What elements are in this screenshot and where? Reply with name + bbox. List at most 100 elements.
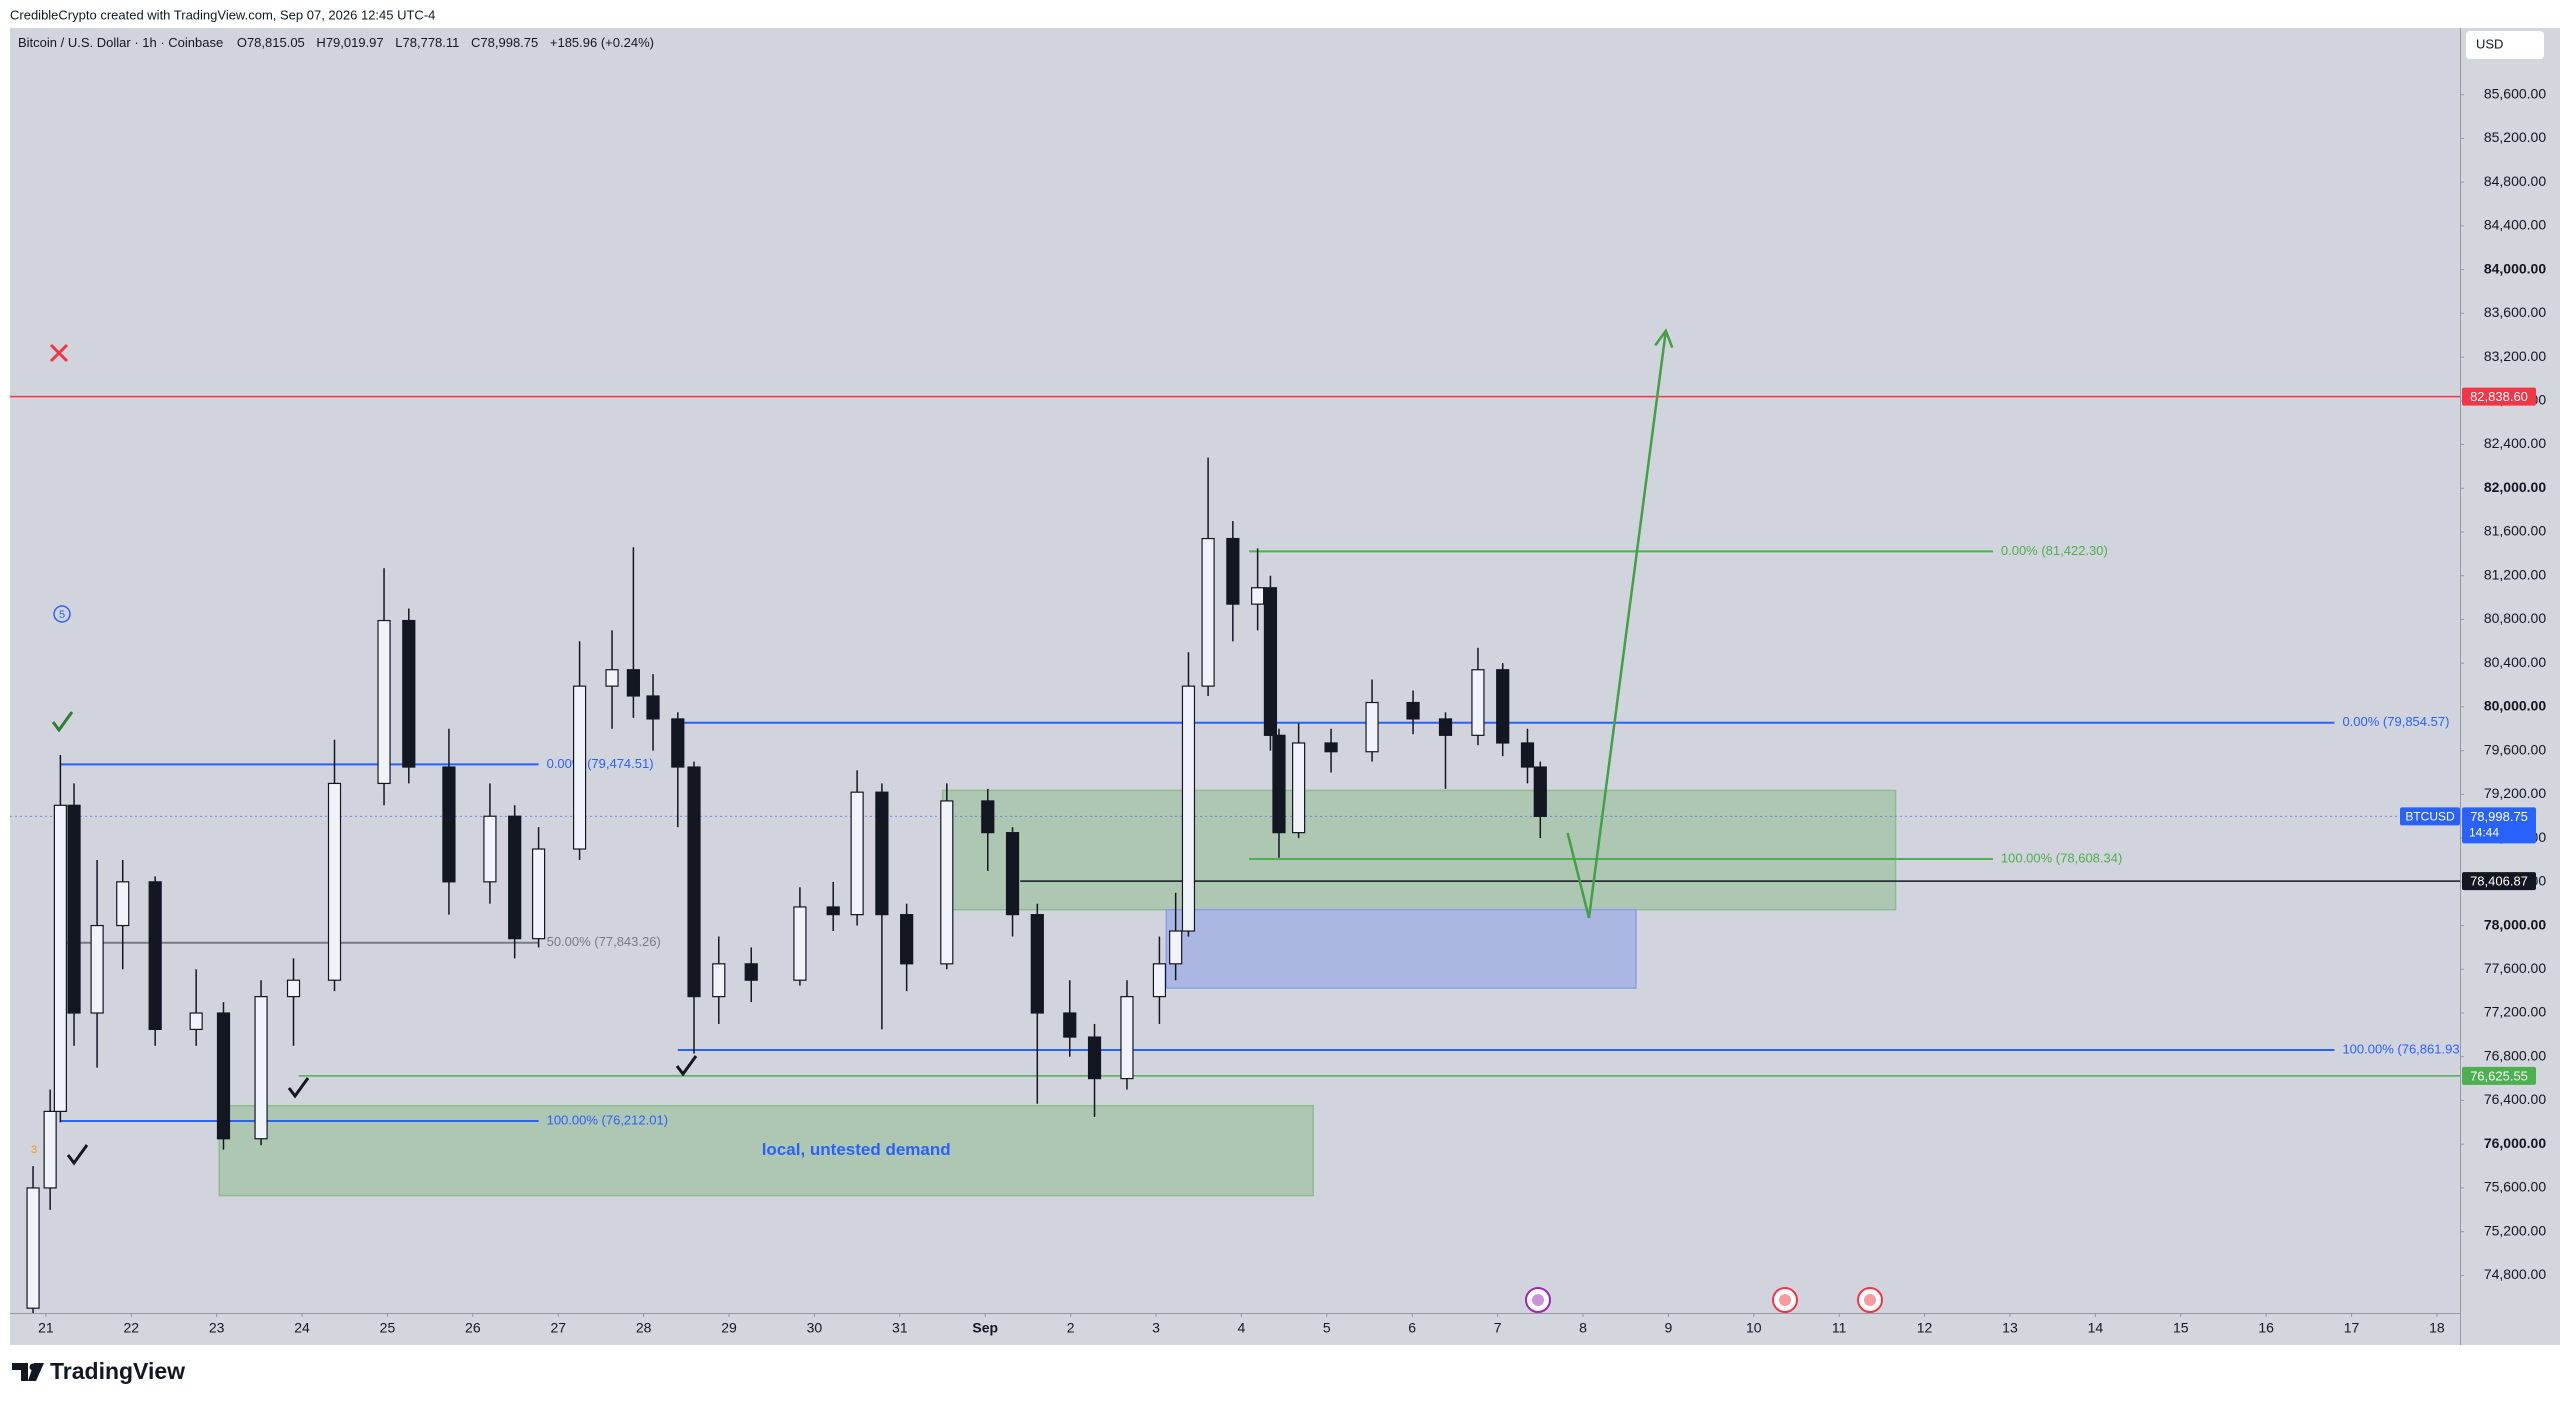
currency-label[interactable]: USD bbox=[2476, 36, 2503, 51]
x-tick-label: 27 bbox=[550, 1320, 566, 1336]
candle-body bbox=[53, 804, 67, 1113]
candle-body bbox=[850, 791, 864, 916]
candle-body bbox=[1251, 587, 1265, 605]
candle-body bbox=[1533, 766, 1547, 817]
y-tick-label: 80,400.00 bbox=[2484, 654, 2546, 670]
candle-body bbox=[1063, 1012, 1077, 1038]
y-tick-label: 81,600.00 bbox=[2484, 523, 2546, 539]
brand-name: TradingView bbox=[50, 1358, 185, 1384]
price-tag bbox=[2462, 872, 2536, 891]
x-tick-label: 2 bbox=[1067, 1320, 1075, 1336]
check-mark bbox=[675, 1055, 698, 1077]
x-tick-label: 18 bbox=[2429, 1320, 2445, 1336]
credit: CredibleCrypto created with TradingView.… bbox=[10, 7, 435, 22]
x-tick-label: 7 bbox=[1494, 1320, 1502, 1336]
candle-body bbox=[687, 766, 701, 998]
x-tick-label: 26 bbox=[465, 1320, 481, 1336]
last-price-tag bbox=[2462, 807, 2536, 844]
candle-body bbox=[1438, 718, 1453, 736]
x-tick-label: 29 bbox=[721, 1320, 737, 1336]
projection-path bbox=[1566, 330, 1668, 919]
candle-body bbox=[875, 791, 889, 916]
x-tick-label: 31 bbox=[892, 1320, 908, 1336]
candle-body bbox=[1496, 669, 1510, 744]
x-tick-label: 23 bbox=[209, 1320, 225, 1336]
logo-dot bbox=[29, 1363, 37, 1371]
symbol-title: Bitcoin / U.S. Dollar · 1h · Coinbase bbox=[18, 35, 223, 50]
y-tick-label: 77,200.00 bbox=[2484, 1004, 2546, 1020]
y-tick-label: 76,000.00 bbox=[2484, 1135, 2546, 1151]
candle-body bbox=[712, 963, 726, 998]
candle-body bbox=[189, 1012, 203, 1031]
candle-body bbox=[1272, 734, 1286, 834]
candle-body bbox=[1005, 832, 1020, 916]
x-tick-label: 3 bbox=[1152, 1320, 1160, 1336]
x-tick-label: 4 bbox=[1238, 1320, 1246, 1336]
zone-label: local, untested demand bbox=[762, 1140, 951, 1159]
candle-body bbox=[43, 1110, 57, 1189]
candle-body bbox=[442, 766, 456, 883]
price-tag-label: 78,406.87 bbox=[2470, 874, 2528, 889]
y-tick-label: 76,800.00 bbox=[2484, 1047, 2546, 1063]
candle-body bbox=[744, 963, 758, 981]
y-tick-label: 84,000.00 bbox=[2484, 260, 2546, 276]
fib-label: 50.00% (77,843.26) bbox=[547, 934, 661, 949]
ohlc-value: 78,998.75 bbox=[480, 35, 538, 50]
symbol-tag-label: BTCUSD bbox=[2405, 810, 2455, 824]
x-tick-label: 21 bbox=[38, 1320, 54, 1336]
candle-body bbox=[1087, 1036, 1102, 1080]
currency-button[interactable] bbox=[2466, 31, 2544, 59]
y-tick-label: 78,000.00 bbox=[2484, 916, 2546, 932]
fib-label: 0.00% (81,422.30) bbox=[2001, 543, 2108, 558]
candle-body bbox=[327, 782, 342, 981]
zone bbox=[941, 789, 1897, 911]
candle-body bbox=[1263, 587, 1278, 736]
y-tick-label: 84,400.00 bbox=[2484, 217, 2546, 233]
x-tick-label: 28 bbox=[636, 1320, 652, 1336]
x-tick-label: 13 bbox=[2002, 1320, 2018, 1336]
x-tick-label: 5 bbox=[1323, 1320, 1331, 1336]
candle-body bbox=[531, 848, 546, 940]
plot: local, untested demand 0.00% (79,474.51) 5… bbox=[10, 328, 2460, 1313]
candle-body bbox=[148, 881, 162, 1031]
ohlc-value: 78,778.11 bbox=[403, 35, 460, 50]
projection-arrowhead bbox=[1654, 328, 1674, 349]
candle-body bbox=[90, 924, 104, 1014]
check-mark bbox=[66, 1144, 89, 1166]
fib-label: 0.00% (79,854.57) bbox=[2342, 714, 2449, 729]
candle-body bbox=[1226, 537, 1240, 605]
fib-label: 100.00% (76,212.01) bbox=[547, 1112, 668, 1127]
x-tick-label: 6 bbox=[1408, 1320, 1416, 1336]
candle-body bbox=[286, 979, 301, 998]
candle-body bbox=[671, 718, 685, 768]
overlay: 74,800.00 75,200.00 75,600.00 76,000.00 76,4… bbox=[38, 85, 2546, 1335]
change: +185.96 (+0.24%) bbox=[550, 35, 654, 50]
plot-bg bbox=[10, 28, 2460, 1313]
candle-body bbox=[1324, 742, 1338, 753]
x-tick-label: 17 bbox=[2344, 1320, 2360, 1336]
candle-body bbox=[1152, 963, 1167, 998]
candle-body bbox=[1292, 742, 1306, 834]
time-axis-bg bbox=[10, 1313, 2560, 1345]
candle-body bbox=[605, 669, 619, 687]
y-tick-label: 77,600.00 bbox=[2484, 960, 2546, 976]
candle-body bbox=[1365, 701, 1379, 753]
fib-label: 0.00% (79,474.51) bbox=[547, 756, 654, 771]
candle-body bbox=[1201, 537, 1215, 687]
candle-body bbox=[216, 1012, 231, 1140]
x-tick-label: 11 bbox=[1832, 1320, 1847, 1336]
price-tag bbox=[2462, 1066, 2536, 1085]
ohlc-value: 79,019.97 bbox=[326, 35, 384, 50]
zone bbox=[1165, 908, 1637, 989]
y-tick-label: 82,400.00 bbox=[2484, 435, 2546, 451]
x-tick-label: 12 bbox=[1917, 1320, 1933, 1336]
candle-body bbox=[1471, 669, 1485, 736]
event-icon-core bbox=[1532, 1294, 1544, 1306]
brand-logo[interactable]: TradingView bbox=[12, 1358, 185, 1384]
candle-body bbox=[254, 996, 268, 1140]
x-tick-label: 16 bbox=[2258, 1320, 2274, 1336]
candle-body bbox=[1120, 996, 1134, 1080]
x-tick-label: 30 bbox=[807, 1320, 823, 1336]
y-tick-label: 84,800.00 bbox=[2484, 173, 2546, 189]
